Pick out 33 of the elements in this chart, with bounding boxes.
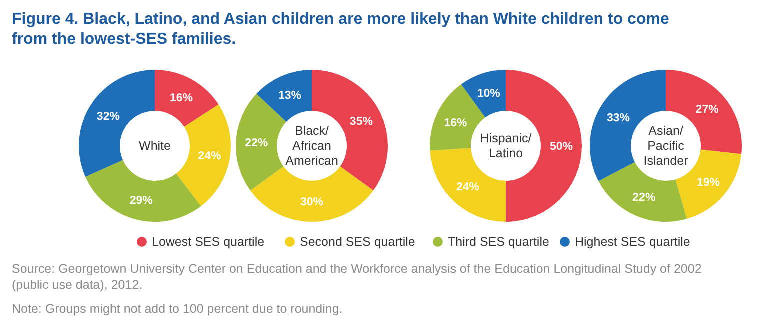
data-label: 13%	[278, 90, 302, 102]
data-label: 30%	[300, 196, 324, 209]
data-label: 29%	[130, 194, 153, 207]
data-label: 50%	[550, 141, 574, 154]
legend-label: Second SES quartile	[300, 235, 416, 249]
data-label: 35%	[350, 116, 373, 128]
data-label: 22%	[632, 192, 656, 204]
donut-slice	[176, 104, 231, 206]
text: Black/ African American	[286, 124, 338, 168]
donut-slice	[250, 166, 374, 222]
data-label: 16%	[444, 117, 468, 130]
legend-label: Third SES quartile	[448, 235, 550, 249]
donut-slice	[256, 70, 312, 122]
text: Hispanic/ Latino	[480, 132, 532, 160]
data-label: 27%	[696, 104, 719, 116]
donut-slice	[155, 70, 219, 127]
data-label: 19%	[696, 176, 720, 189]
data-label: 32%	[96, 110, 120, 123]
text: White	[139, 139, 172, 153]
data-label: 22%	[245, 138, 268, 150]
data-label: 24%	[456, 181, 480, 194]
data-label: 24%	[198, 150, 222, 162]
data-label: 10%	[477, 88, 500, 100]
text: Asian/ Pacific Islander	[644, 124, 688, 168]
donut-slice	[86, 160, 202, 222]
text: Note: Groups might not add to 100 percent due to rounding.	[12, 302, 343, 316]
donut-slice	[461, 70, 506, 118]
data-label: 16%	[170, 92, 194, 104]
data-label: 33%	[607, 112, 630, 124]
legend-label: Highest SES quartile	[575, 235, 690, 249]
source-note: Source: Georgetown University Center on Education and the Workforce analysis of the Education Longitudinal Study of 2002 (public use data), 2012.	[12, 262, 702, 292]
text: Figure 4. Black, Latino, and Asian children are more likely than White children to come from the lowest-SES families.	[12, 11, 670, 48]
legend-label: Lowest SES quartile	[152, 235, 265, 249]
